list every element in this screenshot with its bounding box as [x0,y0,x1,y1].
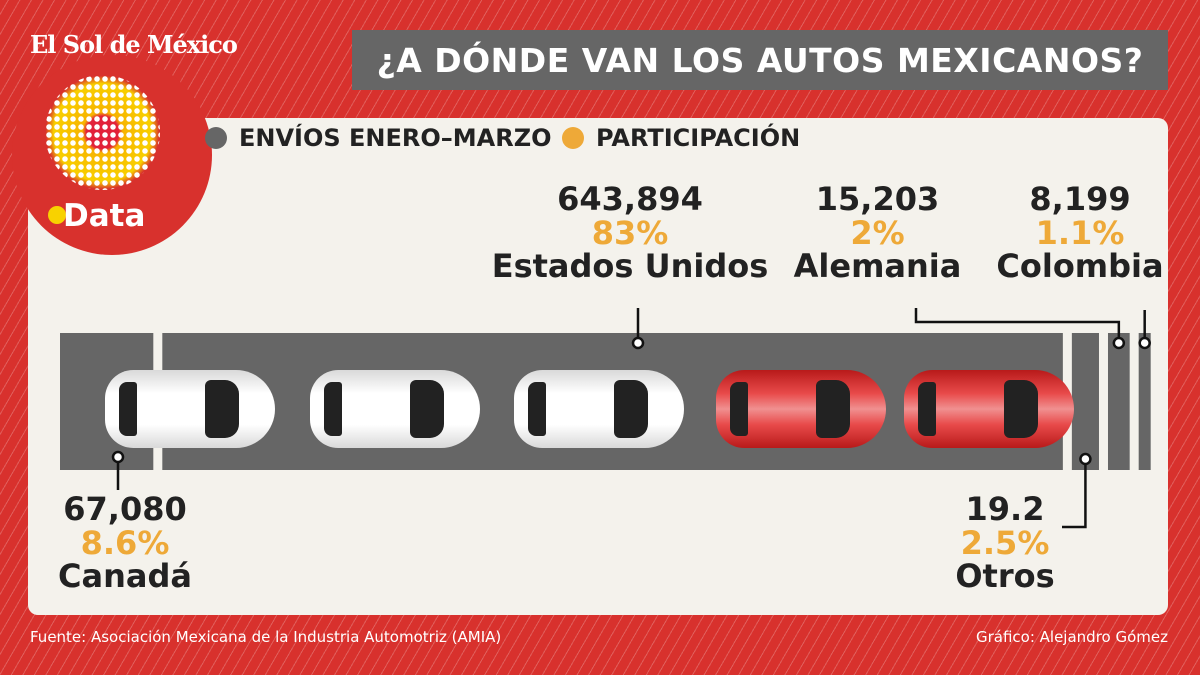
car-white [105,370,275,448]
leader-dot [631,336,645,350]
data-logo: Data [48,198,145,234]
legend-shipments: ENVÍOS ENERO–MARZO [205,124,552,152]
bar-alemania [1107,333,1130,470]
label-usa: 643,894 83% Estados Unidos [491,180,769,286]
car-white [514,370,684,448]
car-red [904,370,1074,448]
brand-logo: El Sol de México [30,30,238,59]
leader-dot [1112,336,1126,350]
leader-dot [111,450,125,464]
label-otros: 19.2 2.5% Otros [955,490,1055,596]
leader-alemania [914,308,1121,343]
credit-note: Gráfico: Alejandro Gómez [975,628,1168,646]
car-red [716,370,886,448]
bar-otros [1071,333,1099,470]
legend-share: PARTICIPACIÓN [562,124,800,152]
bar-colombia [1138,333,1151,470]
source-note: Fuente: Asociación Mexicana de la Indust… [30,628,502,646]
label-alemania: 15,203 2% Alemania [793,180,962,286]
label-canada: 67,080 8.6% Canadá [58,490,192,596]
leader-dot [1138,336,1151,350]
dot-pattern-icon [45,75,160,190]
label-colombia: 8,199 1.1% Colombia [996,180,1164,286]
leader-otros [1062,459,1087,529]
car-white [310,370,480,448]
leader-dot [1079,452,1092,466]
legend-swatch-gray [205,127,227,149]
legend-swatch-orange [562,127,584,149]
page-title: ¿A DÓNDE VAN LOS AUTOS MEXICANOS? [352,30,1168,90]
